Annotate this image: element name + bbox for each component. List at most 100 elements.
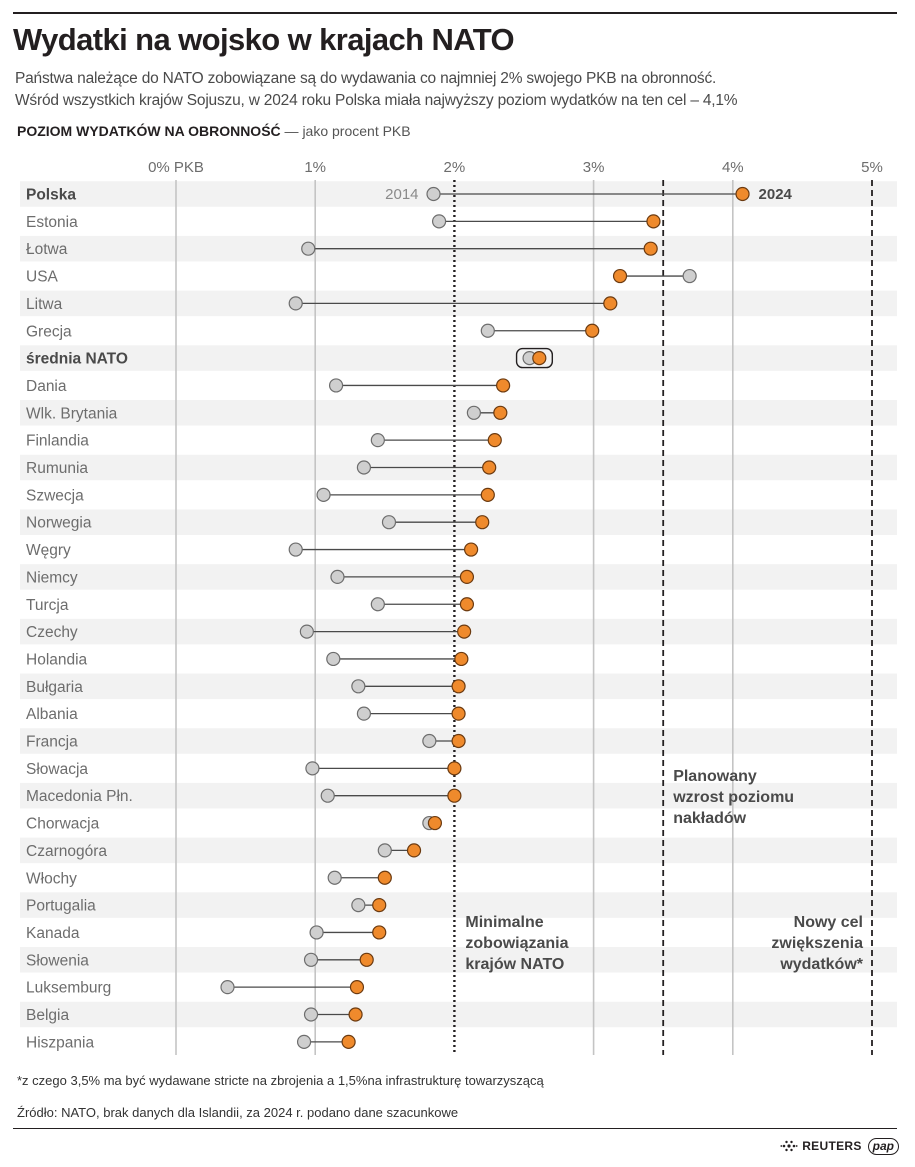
point-2024 — [603, 296, 618, 311]
point-2014 — [370, 597, 385, 612]
point-2024 — [532, 351, 547, 366]
country-label: Szwecja — [26, 487, 84, 504]
country-label: Łotwa — [26, 241, 68, 258]
subtitle-line-1: Państwa należące do NATO zobowiązane są … — [15, 70, 717, 87]
point-2014 — [370, 433, 385, 448]
reference-line-label: Minimalne — [465, 914, 543, 931]
logos: REUTERS pap — [780, 1135, 899, 1157]
source-note: Źródło: NATO, brak danych dla Islandii, … — [17, 1105, 459, 1120]
country-label: Węgry — [26, 542, 71, 559]
country-label: Polska — [26, 187, 76, 204]
reference-line-label: nakładów — [673, 810, 746, 827]
reference-line-label: wydatków* — [779, 956, 863, 973]
point-2024 — [646, 214, 661, 229]
country-label: Holandia — [26, 651, 88, 668]
country-label: Słowenia — [26, 952, 89, 969]
country-label: Niemcy — [26, 569, 78, 586]
point-2024 — [475, 515, 490, 530]
point-2014 — [305, 761, 320, 776]
point-2014 — [309, 925, 324, 940]
point-2024 — [447, 761, 462, 776]
axis-heading: POZIOM WYDATKÓW NA OBRONNOŚĆ — jako proc… — [17, 123, 411, 139]
row-stripe — [20, 345, 897, 371]
point-2024 — [735, 186, 750, 202]
bottom-rule — [13, 1128, 897, 1129]
point-2024 — [349, 980, 365, 995]
country-label: Turcja — [26, 597, 69, 614]
point-2024 — [464, 542, 479, 557]
country-label: Litwa — [26, 296, 63, 313]
point-2014 — [303, 1007, 319, 1022]
x-tick-label: 5% — [861, 159, 883, 176]
reference-line-label: krajów NATO — [465, 956, 564, 973]
x-tick-label: 3% — [583, 159, 605, 176]
point-2024 — [372, 925, 387, 940]
x-tick-label: 4% — [722, 159, 744, 176]
point-2024 — [359, 952, 374, 967]
point-2014 — [480, 323, 495, 338]
reuters-logo: REUTERS — [780, 1139, 861, 1153]
row-stripe — [20, 1001, 897, 1028]
top-rule — [13, 12, 897, 14]
point-2014 — [301, 241, 316, 256]
point-2024 — [341, 1034, 356, 1049]
x-tick-label: 1% — [304, 159, 326, 176]
axis-heading-dash: — — [284, 123, 299, 139]
point-2014 — [381, 515, 397, 530]
point-2014 — [326, 651, 341, 667]
point-2014 — [327, 870, 342, 885]
point-2024 — [482, 460, 497, 475]
point-2024 — [612, 268, 628, 284]
reuters-dots-icon — [780, 1140, 798, 1152]
point-2014 — [356, 460, 372, 475]
country-label: Chorwacja — [26, 816, 100, 833]
point-2014 — [356, 706, 372, 721]
country-label: Wlk. Brytania — [26, 405, 118, 422]
country-label: Czechy — [26, 624, 78, 641]
subtitle: Państwa należące do NATO zobowiązane są … — [15, 68, 905, 112]
x-tick-label: 2% — [444, 159, 466, 176]
average-highlight-box — [515, 347, 554, 369]
country-label: Belgia — [26, 1007, 69, 1024]
point-2024 — [348, 1007, 363, 1022]
point-2014 — [220, 980, 235, 995]
point-2024 — [480, 487, 495, 502]
country-label: Słowacja — [26, 761, 88, 778]
point-2024 — [451, 679, 466, 694]
row-stripe — [20, 400, 897, 426]
point-2024 — [451, 706, 466, 721]
reference-line-label: zobowiązania — [465, 935, 568, 952]
country-label: Portugalia — [26, 898, 96, 915]
reference-line-label: zwiększenia — [771, 935, 863, 952]
point-2024 — [447, 788, 462, 803]
point-2024 — [457, 624, 472, 639]
country-label: Kanada — [26, 925, 80, 942]
country-label: Luksemburg — [26, 980, 111, 997]
point-2024 — [427, 815, 443, 831]
axis-heading-bold: POZIOM WYDATKÓW NA OBRONNOŚĆ — [17, 123, 281, 139]
point-2024 — [493, 405, 508, 420]
point-2024 — [585, 323, 600, 338]
point-2014 — [330, 569, 345, 585]
point-2024 — [372, 897, 387, 913]
country-label: Estonia — [26, 214, 78, 231]
point-2014 — [299, 624, 314, 639]
point-2014 — [288, 542, 303, 557]
pap-logo: pap — [867, 1137, 899, 1155]
country-label: Francja — [26, 734, 78, 751]
point-2014 — [431, 214, 447, 229]
country-label: Rumunia — [26, 460, 88, 477]
reference-line-label: Nowy cel — [794, 914, 863, 931]
point-2014 — [682, 268, 697, 284]
row-stripe — [20, 947, 897, 973]
country-label: średnia NATO — [26, 351, 128, 368]
point-2014 — [377, 843, 392, 858]
point-2014 — [303, 952, 319, 967]
point-2014 — [426, 186, 441, 202]
point-2014 — [316, 487, 331, 502]
country-label: Dania — [26, 378, 67, 395]
point-2014 — [328, 378, 344, 393]
reuters-wordmark: REUTERS — [802, 1139, 862, 1153]
point-2024 — [406, 843, 422, 858]
footnote: *z czego 3,5% ma być wydawane stricte na… — [17, 1073, 544, 1088]
